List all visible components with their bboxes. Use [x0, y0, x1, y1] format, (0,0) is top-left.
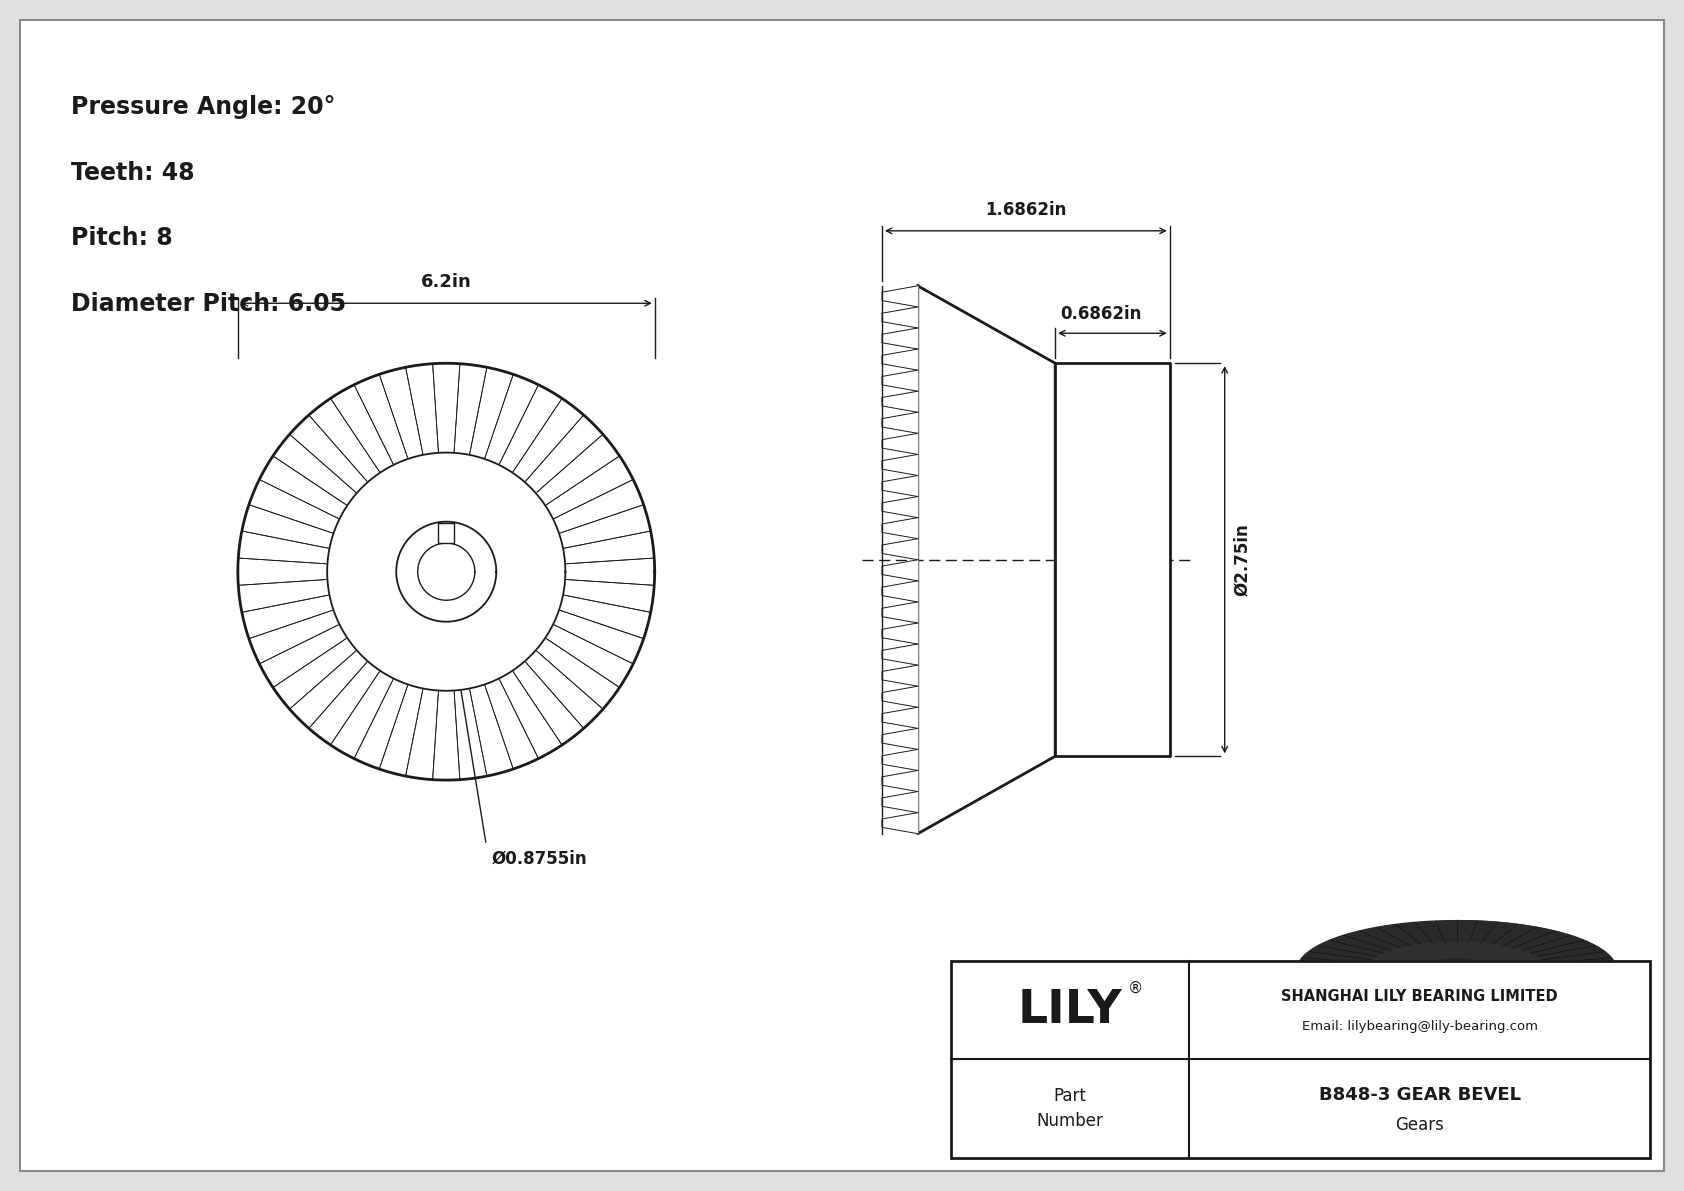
- Polygon shape: [882, 349, 918, 370]
- Text: Teeth: 48: Teeth: 48: [71, 161, 194, 185]
- Polygon shape: [882, 581, 918, 601]
- Polygon shape: [327, 453, 566, 691]
- Text: Part
Number: Part Number: [1037, 1087, 1103, 1130]
- Polygon shape: [882, 370, 918, 391]
- Polygon shape: [882, 601, 918, 623]
- Polygon shape: [882, 792, 918, 812]
- Text: Diameter Pitch: 6.05: Diameter Pitch: 6.05: [71, 292, 345, 316]
- Text: LILY: LILY: [1017, 987, 1123, 1033]
- Polygon shape: [882, 455, 918, 475]
- Polygon shape: [1420, 959, 1494, 983]
- Polygon shape: [882, 497, 918, 518]
- Polygon shape: [882, 434, 918, 455]
- Polygon shape: [882, 665, 918, 686]
- Polygon shape: [882, 328, 918, 349]
- Text: Gears: Gears: [1396, 1116, 1445, 1134]
- Text: Email: lilybearing@lily-bearing.com: Email: lilybearing@lily-bearing.com: [1302, 1019, 1537, 1033]
- Polygon shape: [1056, 363, 1170, 756]
- Bar: [951, 961, 1650, 1158]
- Polygon shape: [882, 686, 918, 707]
- Polygon shape: [882, 391, 918, 412]
- Text: SHANGHAI LILY BEARING LIMITED: SHANGHAI LILY BEARING LIMITED: [1282, 989, 1558, 1004]
- Text: Ø2.75in: Ø2.75in: [1233, 523, 1251, 597]
- Polygon shape: [1297, 942, 1617, 1042]
- Text: ®: ®: [1128, 980, 1143, 996]
- Bar: [438, 523, 455, 543]
- Text: Pressure Angle: 20°: Pressure Angle: 20°: [71, 95, 335, 119]
- Polygon shape: [918, 286, 1056, 834]
- Polygon shape: [1442, 966, 1472, 975]
- Polygon shape: [882, 286, 918, 307]
- Text: 1.6862in: 1.6862in: [985, 201, 1066, 219]
- Text: Pitch: 8: Pitch: 8: [71, 226, 172, 250]
- Polygon shape: [1364, 942, 1549, 999]
- Polygon shape: [882, 307, 918, 328]
- Polygon shape: [882, 812, 918, 834]
- Polygon shape: [882, 749, 918, 771]
- Text: B848-3 GEAR BEVEL: B848-3 GEAR BEVEL: [1319, 1085, 1521, 1104]
- Polygon shape: [882, 475, 918, 497]
- Polygon shape: [1297, 921, 1617, 1021]
- Polygon shape: [882, 623, 918, 644]
- Polygon shape: [882, 518, 918, 538]
- Polygon shape: [882, 538, 918, 560]
- Polygon shape: [882, 771, 918, 792]
- Text: Ø0.8755in: Ø0.8755in: [492, 850, 588, 868]
- Polygon shape: [418, 543, 475, 600]
- Text: 0.6862in: 0.6862in: [1061, 305, 1142, 323]
- Polygon shape: [882, 560, 918, 581]
- Polygon shape: [882, 412, 918, 434]
- Text: 6.2in: 6.2in: [421, 273, 472, 292]
- Polygon shape: [882, 729, 918, 749]
- Polygon shape: [882, 644, 918, 665]
- Polygon shape: [882, 707, 918, 729]
- Polygon shape: [1457, 921, 1617, 1042]
